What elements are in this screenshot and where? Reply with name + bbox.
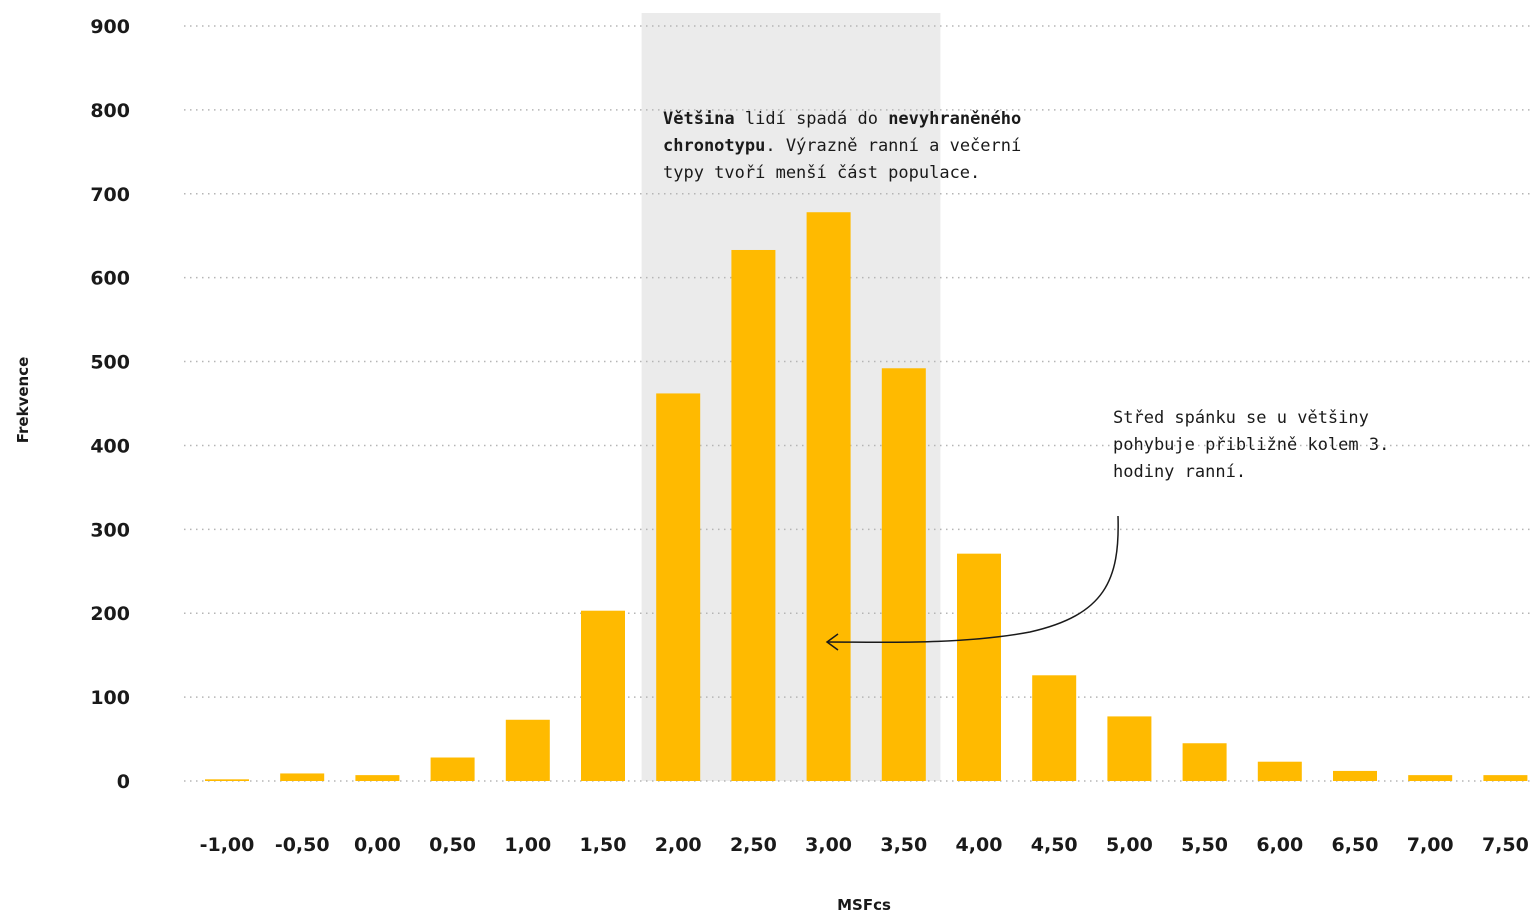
x-tick-label: 3,50 (880, 834, 927, 856)
x-tick-label: 7,50 (1482, 834, 1529, 856)
annotation-text-2: . Výrazně ranní a večerní typy tvoří men… (663, 136, 1022, 183)
y-tick-label: 900 (90, 16, 130, 38)
bar (1182, 743, 1227, 781)
y-tick-label: 0 (117, 771, 130, 793)
bar (280, 773, 325, 781)
y-tick-label: 300 (90, 519, 130, 541)
y-tick-label: 100 (90, 687, 130, 709)
annotation-bold-chronotype: nevyhraněného chronotypu (663, 109, 1022, 156)
bar (881, 368, 926, 781)
arrowhead-icon (825, 633, 839, 651)
bar (1032, 675, 1077, 781)
x-tick-label: 1,50 (580, 834, 627, 856)
bar (581, 610, 625, 781)
y-tick-label: 700 (90, 184, 130, 206)
annotation-arrow-line (827, 515, 1119, 644)
x-tick-label: 3,00 (805, 834, 852, 856)
annotation-bold-majority: Většina (663, 109, 735, 129)
x-tick-label: 4,50 (1031, 834, 1078, 856)
x-tick-label: 0,00 (354, 834, 401, 856)
bar (1107, 716, 1152, 781)
bar (505, 719, 550, 781)
x-tick-label: -0,50 (275, 834, 330, 856)
bar (731, 249, 776, 781)
x-tick-label: 7,00 (1407, 834, 1454, 856)
x-tick-label: 5,00 (1106, 834, 1153, 856)
y-tick-label: 500 (90, 352, 130, 374)
bar (806, 212, 851, 781)
x-tick-label: 6,50 (1332, 834, 1379, 856)
x-tick-label: 4,00 (956, 834, 1003, 856)
bar (205, 779, 249, 781)
x-tick-label: 6,00 (1256, 834, 1303, 856)
annotation-text-1: lidí spadá do (734, 109, 889, 129)
bar (957, 553, 1001, 781)
x-tick-label: 2,50 (730, 834, 777, 856)
x-tick-label: -1,00 (200, 834, 255, 856)
annotation-highlight-note: Většina lidí spadá do nevyhraněného chro… (663, 106, 1043, 187)
x-tick-label: 1,00 (504, 834, 551, 856)
x-tick-labels: -1,00 -0,50 0,00 0,50 1,00 1,50 2,00 2,50 3,00 3,… (200, 834, 1529, 856)
y-tick-label: 800 (90, 100, 130, 122)
bars (205, 212, 1528, 781)
x-tick-label: 2,00 (655, 834, 702, 856)
bar (656, 393, 701, 781)
x-tick-label: 0,50 (429, 834, 476, 856)
x-axis-title: MSFcs (837, 896, 891, 913)
bar (430, 757, 475, 781)
y-axis-title: Frekvence (14, 357, 32, 444)
x-tick-label: 5,50 (1181, 834, 1228, 856)
bar (1408, 775, 1453, 781)
bar (355, 775, 400, 781)
annotation-arrow-note: Střed spánku se u většiny pohybuje přibl… (1113, 408, 1390, 482)
gridlines (184, 25, 1530, 782)
y-tick-label: 600 (90, 268, 130, 290)
y-tick-label: 400 (90, 435, 130, 457)
bar (1483, 775, 1528, 781)
bar (1257, 761, 1302, 781)
y-tick-labels: 0 100 200 300 400 500 600 700 800 900 (90, 16, 130, 793)
y-tick-label: 200 (90, 603, 130, 625)
bar (1333, 770, 1377, 781)
